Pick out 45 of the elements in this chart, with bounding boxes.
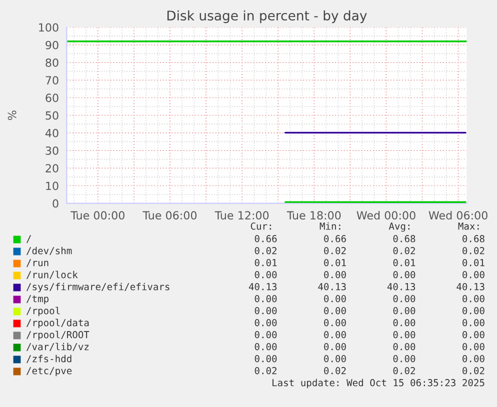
y-tick-label: 40 [45, 128, 58, 138]
legend-label: /rpool/ROOT [26, 330, 90, 340]
text: 0.00 0.00 0.00 0.00 [254, 271, 484, 278]
text: 0.00 0.00 0.00 0.00 [254, 295, 484, 302]
legend-label: /run [26, 259, 48, 268]
chart-title: Disk usage in percent - by day [167, 10, 367, 24]
legend-label: /run/lock [26, 270, 78, 280]
y-tick-label: 60 [46, 94, 58, 102]
legend-label: /rpool [26, 306, 60, 316]
text: Last update: Wed Oct 15 06:35:23 2025 [272, 378, 484, 388]
x-tick-label: Tue 12:00 [214, 211, 269, 220]
legend-label: / [26, 235, 32, 244]
legend-label: /dev/shm [26, 246, 72, 256]
text: 0.00 0.00 0.00 0.00 [254, 319, 484, 326]
text: 0.00 0.00 0.00 0.00 [254, 331, 484, 338]
y-tick-label: 80 [46, 58, 58, 67]
x-tick-label: Tue 18:00 [286, 211, 341, 220]
y-tick-label: 90 [46, 40, 58, 50]
y-tick-label: 100 [39, 23, 58, 32]
x-tick-label: Tue 06:00 [142, 211, 197, 220]
legend-label: /etc/pve [26, 367, 72, 376]
y-tick-label: 50 [46, 111, 58, 120]
y-axis-title: % [8, 110, 16, 120]
y-tick-label: 30 [46, 146, 58, 155]
y-tick-label: 20 [46, 164, 58, 172]
x-tick-label: Tue 00:00 [70, 211, 124, 220]
text: 40.13 40.13 40.13 40.13 [248, 283, 484, 290]
x-tick-label: Wed 06:00 [428, 210, 488, 220]
legend-label: /var/lib/vz [26, 342, 89, 352]
text: Cur: Min: Avg: Max: [250, 222, 479, 232]
text: 0.00 0.00 0.00 0.00 [254, 355, 484, 362]
y-tick-label: 0 [52, 199, 58, 208]
text: 0.66 0.66 0.68 0.68 [254, 235, 484, 242]
y-tick-label: 70 [46, 76, 58, 84]
legend-label: /sys/firmware/efi/efivars [26, 282, 170, 292]
text: 0.00 0.00 0.00 0.00 [254, 307, 484, 314]
legend-label: /zfs-hdd [26, 354, 72, 364]
legend-label: /tmp [26, 295, 48, 304]
text: 0.02 0.02 0.02 0.02 [254, 367, 484, 374]
legend-label: /rpool/data [26, 318, 89, 328]
text: 0.02 0.02 0.02 0.02 [254, 247, 484, 254]
text: 0.01 0.01 0.01 0.01 [254, 259, 484, 266]
text: 0.00 0.00 0.00 0.00 [254, 343, 484, 350]
x-tick-label: Wed 00:00 [356, 210, 416, 220]
y-tick-label: 10 [46, 182, 58, 190]
